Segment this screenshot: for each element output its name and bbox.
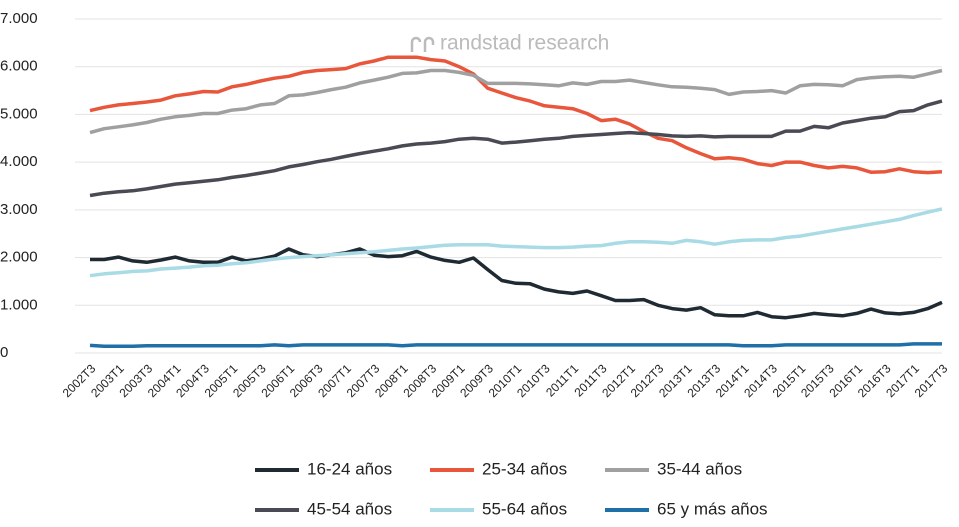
y-tick-label: 6.000 bbox=[0, 58, 38, 75]
y-tick-label: 7.000 bbox=[0, 10, 38, 27]
legend-label: 35-44 años bbox=[657, 459, 742, 478]
legend-label: 65 y más años bbox=[657, 499, 768, 518]
series-line bbox=[90, 247, 943, 320]
legend-label: 16-24 años bbox=[307, 459, 392, 478]
series-line bbox=[89, 55, 943, 175]
watermark-logo bbox=[410, 36, 435, 52]
legend-label: 45-54 años bbox=[307, 499, 392, 518]
legend-label: 55-64 años bbox=[482, 499, 567, 518]
y-tick-label: 0 bbox=[0, 344, 8, 361]
series-line bbox=[89, 207, 943, 278]
y-tick-label: 5.000 bbox=[0, 105, 38, 122]
y-tick-label: 2.000 bbox=[0, 249, 38, 266]
y-tick-label: 4.000 bbox=[0, 153, 38, 170]
series-line bbox=[89, 68, 943, 135]
series-line bbox=[89, 342, 942, 349]
watermark: randstad research bbox=[440, 32, 609, 55]
series-line bbox=[89, 99, 943, 198]
y-tick-label: 3.000 bbox=[0, 201, 38, 218]
y-tick-label: 1.000 bbox=[0, 296, 38, 313]
legend-label: 25-34 años bbox=[482, 459, 567, 478]
